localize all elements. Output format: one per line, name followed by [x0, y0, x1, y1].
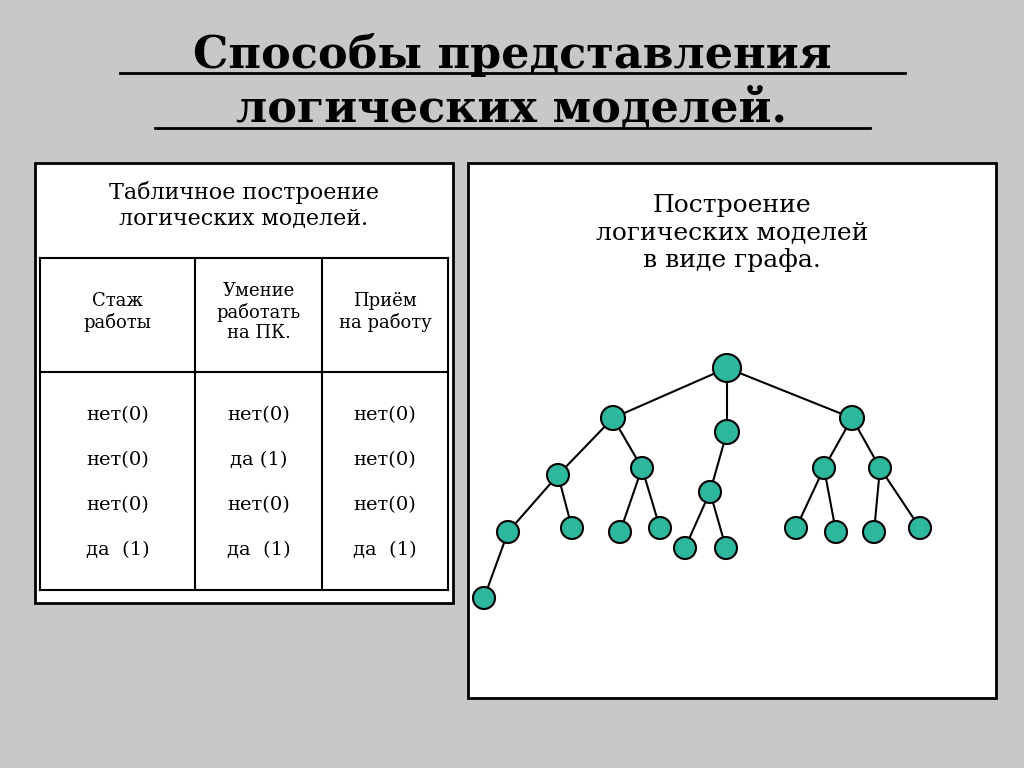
Text: нет(0): нет(0)	[86, 496, 148, 514]
Text: да  (1): да (1)	[226, 541, 291, 559]
Text: да  (1): да (1)	[353, 541, 417, 559]
Circle shape	[497, 521, 519, 543]
Circle shape	[869, 457, 891, 479]
Text: Построение
логических моделей
в виде графа.: Построение логических моделей в виде гра…	[596, 194, 868, 272]
Circle shape	[649, 517, 671, 539]
Circle shape	[715, 537, 737, 559]
Circle shape	[699, 481, 721, 503]
FancyBboxPatch shape	[35, 163, 453, 603]
Text: нет(0): нет(0)	[353, 451, 417, 469]
Circle shape	[674, 537, 696, 559]
Text: нет(0): нет(0)	[353, 496, 417, 514]
Circle shape	[840, 406, 864, 430]
Circle shape	[785, 517, 807, 539]
Circle shape	[713, 354, 741, 382]
Circle shape	[631, 457, 653, 479]
Text: нет(0): нет(0)	[353, 406, 417, 424]
Circle shape	[863, 521, 885, 543]
Text: нет(0): нет(0)	[86, 406, 148, 424]
Text: да (1): да (1)	[229, 451, 287, 469]
Text: нет(0): нет(0)	[86, 451, 148, 469]
Circle shape	[547, 464, 569, 486]
Text: нет(0): нет(0)	[227, 406, 290, 424]
Circle shape	[601, 406, 625, 430]
Circle shape	[825, 521, 847, 543]
Circle shape	[561, 517, 583, 539]
Text: нет(0): нет(0)	[227, 496, 290, 514]
Text: логических моделей.: логических моделей.	[237, 88, 787, 131]
Circle shape	[473, 587, 495, 609]
Text: да  (1): да (1)	[86, 541, 150, 559]
Circle shape	[909, 517, 931, 539]
Circle shape	[609, 521, 631, 543]
FancyBboxPatch shape	[468, 163, 996, 698]
Circle shape	[813, 457, 835, 479]
Text: Стаж
работы: Стаж работы	[84, 292, 152, 332]
Text: Способы представления: Способы представления	[193, 33, 831, 77]
Text: Табличное построение
логических моделей.: Табличное построение логических моделей.	[109, 180, 379, 229]
Text: Умение
работать
на ПК.: Умение работать на ПК.	[216, 282, 301, 343]
Circle shape	[715, 420, 739, 444]
Text: Приём
на работу: Приём на работу	[339, 292, 431, 332]
